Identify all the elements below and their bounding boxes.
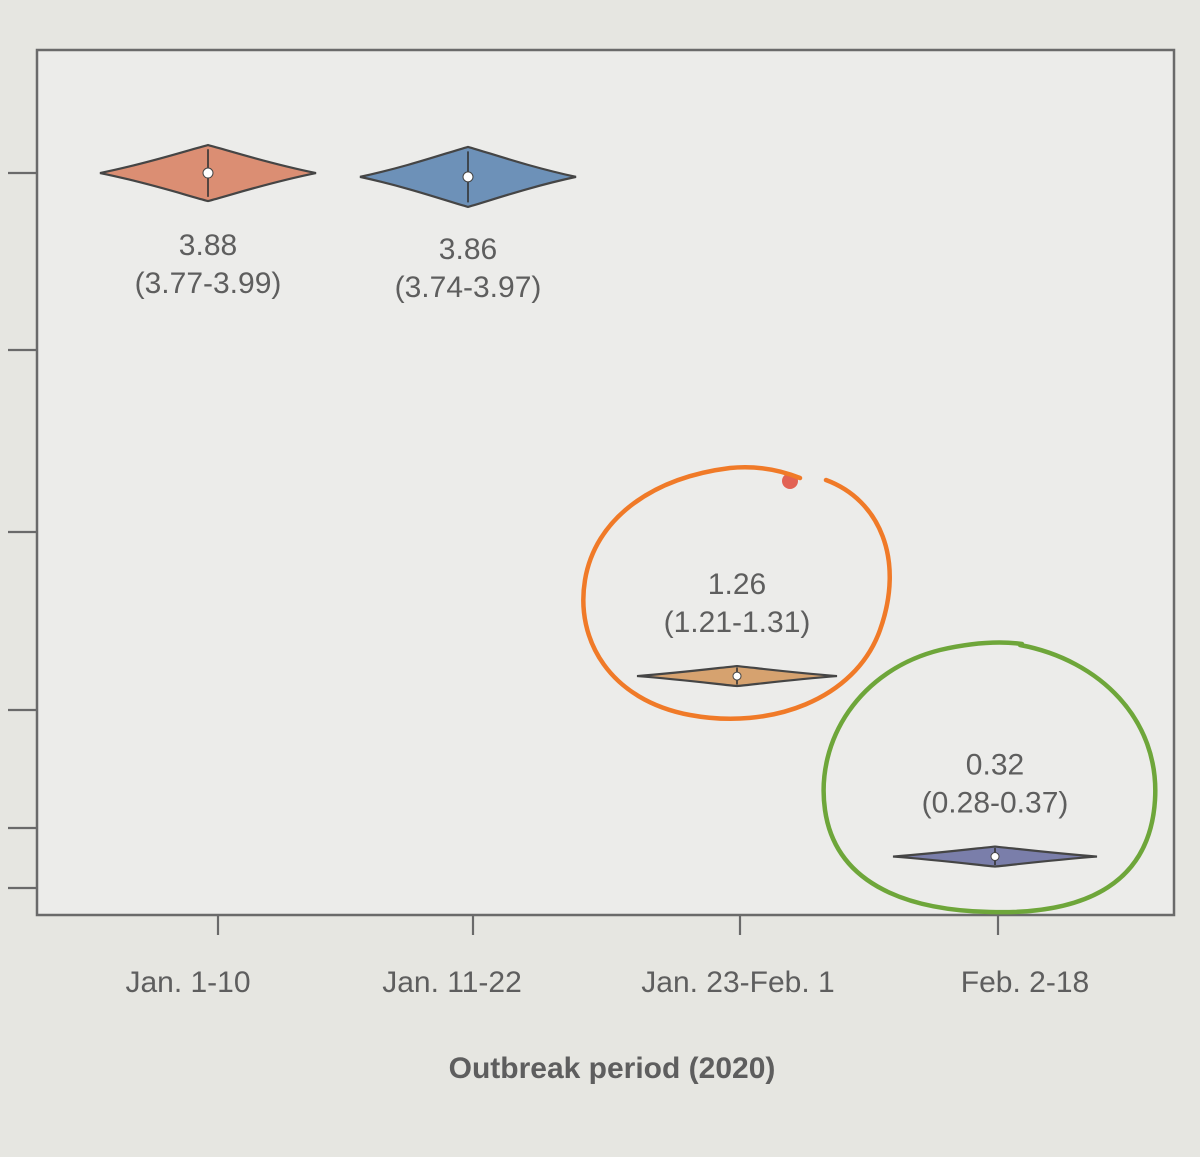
green-annotation-circle <box>821 640 1158 915</box>
ci-value-label: (0.28-0.37) <box>922 787 1069 820</box>
median-value-label: 3.88 <box>179 229 237 262</box>
median-value-label: 3.86 <box>439 233 497 266</box>
ci-value-label: (1.21-1.31) <box>664 606 811 639</box>
ci-value-label: (3.74-3.97) <box>395 271 542 304</box>
violin-series: 3.88 (3.77-3.99) 3.86 (3.74-3.97) 1.26 (1.21-… <box>99 143 1098 868</box>
x-tick-label: Jan. 11-22 <box>382 966 522 999</box>
x-tick-label: Jan. 1-10 <box>125 966 250 999</box>
x-tick-label: Jan. 23-Feb. 1 <box>641 966 834 999</box>
violin-median-point <box>202 167 214 179</box>
annotations <box>581 465 1158 915</box>
violin-median-point <box>732 671 742 681</box>
x-axis-label: Outbreak period (2020) <box>449 1052 776 1085</box>
ci-value-label: (3.77-3.99) <box>135 267 282 300</box>
median-value-label: 0.32 <box>966 749 1024 782</box>
violin-median-point <box>990 852 1000 862</box>
median-value-label: 1.26 <box>708 568 766 601</box>
orange-annotation-circle <box>581 465 892 721</box>
x-axis: Jan. 1-10 Jan. 11-22 Jan. 23-Feb. 1 Feb. 2-… <box>125 915 1089 999</box>
y-axis <box>8 171 37 890</box>
x-tick-label: Feb. 2-18 <box>961 966 1089 999</box>
violin-median-point <box>462 171 474 183</box>
